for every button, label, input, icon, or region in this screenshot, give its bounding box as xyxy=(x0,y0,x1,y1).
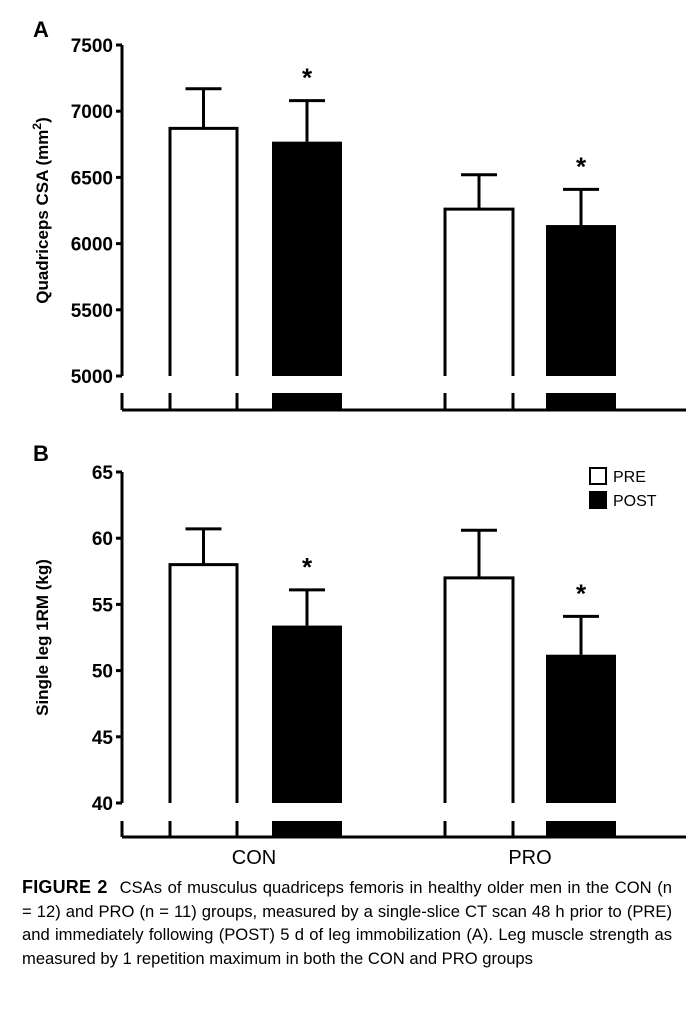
panel-b-bar-pro-pre xyxy=(443,576,515,803)
figure-chart: A 5000 5500 6000 6500 7000 7500 Quadriceps CSA … xyxy=(30,17,686,869)
x-category-label-con: CON xyxy=(232,847,276,869)
caption-label: FIGURE 2 xyxy=(22,877,108,897)
caption-text: CSAs of musculus quadriceps femoris in h… xyxy=(22,878,672,968)
panel-a-y-tick-label: 5500 xyxy=(71,301,113,322)
x-category-label-pro: PRO xyxy=(508,847,551,869)
panel-a-letter: A xyxy=(33,17,49,42)
panel-b-bar-base-pro-post xyxy=(546,821,616,837)
panel-b-significance-star: * xyxy=(302,552,313,582)
panel-b-significance-star: * xyxy=(576,578,587,608)
panel-b-y-tick-label: 50 xyxy=(92,662,113,683)
panel-a-bar-con-pre xyxy=(168,126,239,376)
panel-b-bar-base-con-post xyxy=(272,821,342,837)
panel-b-bar-pro-post xyxy=(546,654,616,803)
panel-b-y-tick-label: 40 xyxy=(92,794,113,815)
panel-a-y-tick-label: 7000 xyxy=(71,102,113,123)
panel-a-y-tick-label: 6000 xyxy=(71,235,113,256)
panel-a-significance-star: * xyxy=(302,63,313,93)
panel-a-bar-pro-post xyxy=(546,225,616,376)
panel-a-bar-base-con-post xyxy=(272,393,342,410)
panel-b-y-tick-label: 55 xyxy=(92,595,114,616)
legend-label-pre: PRE xyxy=(613,469,646,486)
panel-b-y-tick-label: 60 xyxy=(92,529,113,550)
legend-swatch-post xyxy=(589,491,607,509)
figure-caption: FIGURE 2 CSAs of musculus quadriceps femo… xyxy=(22,876,672,970)
panel-a-y-tick-label: 6500 xyxy=(71,168,113,189)
panel-a-bar-con-post xyxy=(272,141,342,376)
legend-label-post: POST xyxy=(613,493,657,510)
panel-a-y-tick-label: 5000 xyxy=(71,367,113,388)
panel-b-y-tick-label: 45 xyxy=(92,728,114,749)
panel-a-bar-base-pro-post xyxy=(546,393,616,410)
panel-a-significance-star: * xyxy=(576,151,587,181)
legend-swatch-pre xyxy=(589,467,607,485)
panel-b-y-axis-title: Single leg 1RM (kg) xyxy=(33,559,52,716)
panel-a-bar-pro-pre xyxy=(443,207,515,376)
panel-b-bar-con-post xyxy=(272,625,342,803)
panel-a-y-axis-title: Quadriceps CSA (mm2) xyxy=(30,117,52,304)
panel-a-y-tick-label: 7500 xyxy=(71,36,113,57)
panel-b-y-tick-label: 65 xyxy=(92,463,114,484)
panel-b-letter: B xyxy=(33,441,49,466)
panel-b-bar-con-pre xyxy=(168,563,239,803)
